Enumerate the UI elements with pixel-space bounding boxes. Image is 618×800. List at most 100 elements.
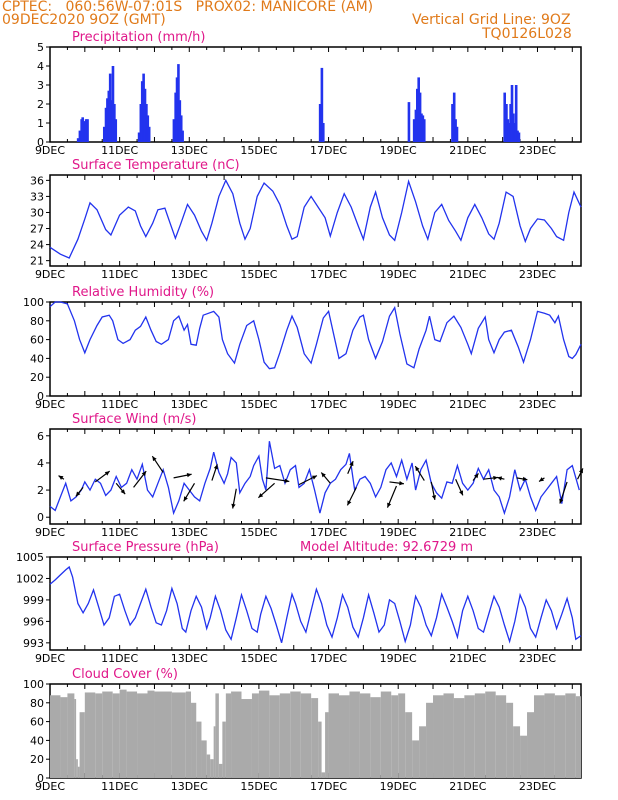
cloud-bar bbox=[370, 697, 381, 778]
rh-xtick-label: 9DEC bbox=[35, 398, 65, 411]
rh-ytick-label: 20 bbox=[30, 371, 44, 384]
precip-bar bbox=[147, 126, 151, 142]
cloud-bar bbox=[359, 693, 371, 778]
rh-title: Relative Humidity (%) bbox=[72, 285, 214, 300]
cloud-bar bbox=[405, 712, 413, 778]
cloud-bar bbox=[251, 693, 259, 778]
cloud-bar bbox=[419, 726, 427, 778]
wind-arrow-head bbox=[493, 475, 498, 481]
pres-ytick-label: 1005 bbox=[16, 551, 44, 564]
wind-arrow-head bbox=[104, 471, 110, 476]
precip-bar bbox=[455, 126, 459, 142]
rh-xtick-label: 15DEC bbox=[240, 398, 277, 411]
precip-bar bbox=[78, 130, 82, 142]
precip-bar bbox=[102, 126, 106, 142]
cloud-bar bbox=[533, 695, 545, 778]
temp-frame bbox=[49, 174, 582, 267]
cloud-bar bbox=[126, 691, 138, 778]
cloud-bar bbox=[544, 693, 555, 778]
cloud-bar bbox=[213, 726, 216, 778]
cloud-bar bbox=[60, 697, 68, 778]
precip-bar bbox=[318, 104, 322, 142]
wind-arrow-head bbox=[141, 471, 147, 477]
precip-bar bbox=[139, 104, 143, 142]
wind-arrow-head bbox=[284, 478, 290, 483]
precip-bar bbox=[516, 130, 519, 142]
precip-bar bbox=[84, 119, 88, 142]
temp-xtick-label: 9DEC bbox=[35, 268, 65, 281]
precip-bar bbox=[86, 119, 89, 142]
precip-bar bbox=[414, 109, 418, 142]
cloud-bar bbox=[426, 702, 434, 778]
temp-ytick-label: 24 bbox=[30, 239, 44, 252]
wind-arrow-head bbox=[213, 464, 218, 470]
wind-arrow-head bbox=[231, 503, 236, 509]
cloud-bar bbox=[349, 691, 360, 778]
precip-bar bbox=[517, 132, 521, 142]
precip-bar bbox=[113, 104, 116, 142]
precip-bar bbox=[140, 81, 144, 142]
rh-ytick-label: 100 bbox=[23, 296, 44, 309]
cloud-xtick-label: 15DEC bbox=[240, 780, 277, 793]
cloud-bar bbox=[513, 726, 521, 778]
wind-arrow-head bbox=[58, 475, 64, 480]
rh-frame bbox=[49, 301, 582, 397]
wind-xtick-label: 23DEC bbox=[519, 526, 556, 539]
precip-bar bbox=[412, 119, 416, 142]
precip-bar bbox=[513, 123, 517, 142]
pres-xtick-label: 9DEC bbox=[35, 652, 65, 665]
cloud-bar bbox=[74, 699, 77, 778]
cloud-bar bbox=[380, 691, 392, 778]
cloud-bar bbox=[339, 695, 350, 778]
wind-ytick-label: 2 bbox=[37, 484, 44, 497]
cloud-bar bbox=[50, 695, 61, 778]
cloud-bar bbox=[575, 696, 581, 778]
cloud-bar bbox=[527, 712, 534, 778]
precip-bar bbox=[506, 119, 510, 142]
header-grid-line: Vertical Grid Line: 9OZ bbox=[412, 12, 571, 28]
cloud-bar bbox=[279, 693, 291, 778]
precip-bar bbox=[146, 115, 150, 142]
temp-ytick-label: 27 bbox=[30, 223, 44, 236]
cloud-bar bbox=[201, 740, 207, 778]
pres-xtick-label: 23DEC bbox=[519, 652, 556, 665]
precip-xtick-label: 23DEC bbox=[519, 144, 556, 157]
cloud-bar bbox=[318, 721, 322, 778]
wind-xtick-label: 11DEC bbox=[101, 526, 138, 539]
precip-bar bbox=[81, 117, 84, 142]
cloud-ytick-label: 100 bbox=[23, 678, 44, 691]
cloud-bar bbox=[102, 691, 113, 778]
precip-bar bbox=[108, 73, 112, 142]
temp-ytick-label: 36 bbox=[30, 174, 44, 187]
cloud-bar bbox=[474, 693, 486, 778]
cloud-bar bbox=[520, 735, 528, 778]
cloud-xtick-label: 17DEC bbox=[310, 780, 347, 793]
wind-arrow-head bbox=[75, 491, 81, 497]
cloud-bar bbox=[95, 693, 103, 778]
precip-bar bbox=[143, 88, 147, 142]
temp-title: Surface Temperature (nC) bbox=[72, 158, 240, 173]
precip-xtick-label: 19DEC bbox=[380, 144, 417, 157]
pres-title: Surface Pressure (hPa) bbox=[72, 540, 219, 555]
wind-arrow-head bbox=[539, 477, 544, 482]
cloud-bar bbox=[79, 712, 85, 778]
cloud-bar bbox=[565, 693, 576, 778]
wind-xtick-label: 17DEC bbox=[310, 526, 347, 539]
cloud-bar bbox=[215, 693, 219, 778]
cloud-bar bbox=[464, 695, 475, 778]
pres-annotation: Model Altitude: 92.6729 m bbox=[300, 540, 473, 555]
wind-arrow-head bbox=[559, 498, 564, 504]
pres-xtick-label: 19DEC bbox=[380, 652, 417, 665]
precip-bar bbox=[142, 73, 145, 142]
precip-bar bbox=[179, 115, 183, 142]
precip-bar bbox=[505, 104, 508, 142]
cloud-xtick-label: 23DEC bbox=[519, 780, 556, 793]
cloud-bar bbox=[398, 693, 406, 778]
precip-ytick-label: 5 bbox=[37, 41, 44, 54]
temp-xtick-label: 23DEC bbox=[519, 268, 556, 281]
precip-ytick-label: 4 bbox=[37, 60, 44, 73]
wind-ytick-label: 0 bbox=[37, 511, 44, 524]
cloud-bar bbox=[269, 695, 280, 778]
rh-ytick-label: 60 bbox=[30, 334, 44, 347]
cloud-bar bbox=[185, 691, 192, 778]
